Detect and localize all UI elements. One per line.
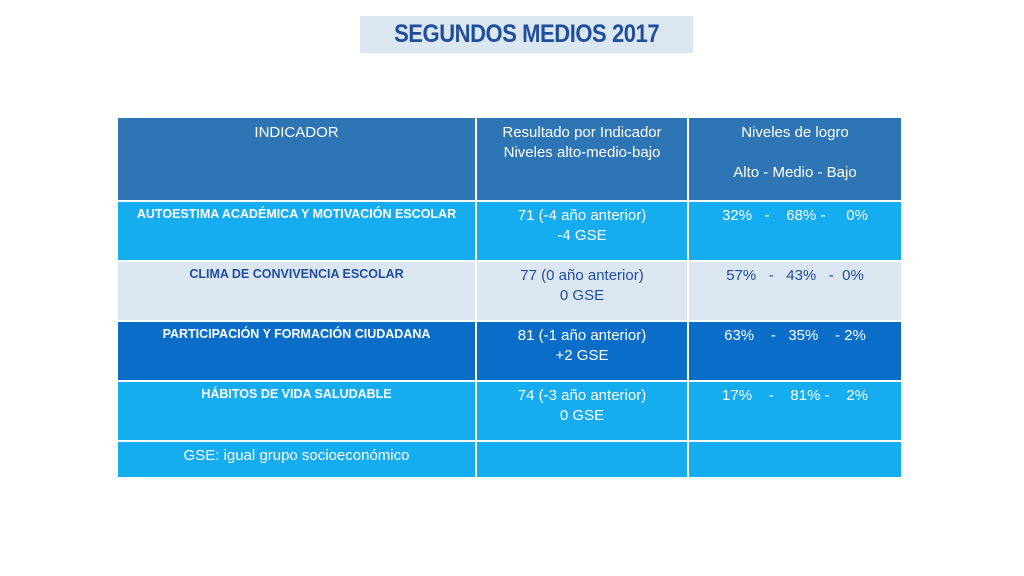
header-resultado: Resultado por Indicador Niveles alto-med… bbox=[475, 116, 689, 202]
table-footnote-row: GSE: igual grupo socioeconómico bbox=[116, 440, 903, 479]
row-resultado: 71 (-4 año anterior) -4 GSE bbox=[475, 200, 689, 262]
header-niveles-line1: Niveles de logro bbox=[741, 124, 849, 141]
row-resultado-line1: 71 (-4 año anterior) bbox=[517, 207, 647, 224]
indicators-table: INDICADOR Resultado por Indicador Nivele… bbox=[116, 116, 903, 479]
header-resultado-line2: Niveles alto-medio-bajo bbox=[503, 144, 661, 161]
row-niveles: 17% - 81% - 2% bbox=[687, 380, 903, 442]
row-niveles: 32% - 68% - 0% bbox=[687, 200, 903, 262]
row-niveles: 63% - 35% - 2% bbox=[687, 320, 903, 382]
row-indicador: PARTICIPACIÓN Y FORMACIÓN CIUDADANA bbox=[116, 320, 477, 382]
table-row: HÁBITOS DE VIDA SALUDABLE 74 (-3 año ant… bbox=[116, 380, 903, 442]
row-niveles: 57% - 43% - 0% bbox=[687, 260, 903, 322]
row-resultado-line2: +2 GSE bbox=[555, 347, 609, 364]
table-row: PARTICIPACIÓN Y FORMACIÓN CIUDADANA 81 (… bbox=[116, 320, 903, 382]
page-title: SEGUNDOS MEDIOS 2017 bbox=[393, 20, 660, 48]
row-resultado: 81 (-1 año anterior) +2 GSE bbox=[475, 320, 689, 382]
title-banner: SEGUNDOS MEDIOS 2017 bbox=[360, 16, 693, 53]
table-row: CLIMA DE CONVIVENCIA ESCOLAR 77 (0 año a… bbox=[116, 260, 903, 322]
footnote-text: GSE: igual grupo socioeconómico bbox=[116, 440, 477, 479]
footnote-empty-cell bbox=[475, 440, 689, 479]
header-niveles: Niveles de logro Alto - Medio - Bajo bbox=[687, 116, 903, 202]
header-resultado-line1: Resultado por Indicador bbox=[502, 124, 662, 141]
row-resultado-line2: 0 GSE bbox=[559, 407, 605, 424]
row-indicador: AUTOESTIMA ACADÉMICA Y MOTIVACIÓN ESCOLA… bbox=[116, 200, 477, 262]
row-resultado: 74 (-3 año anterior) 0 GSE bbox=[475, 380, 689, 442]
row-resultado: 77 (0 año anterior) 0 GSE bbox=[475, 260, 689, 322]
row-resultado-line2: -4 GSE bbox=[557, 227, 607, 244]
row-resultado-line1: 77 (0 año anterior) bbox=[520, 267, 644, 284]
header-niveles-line2: Alto - Medio - Bajo bbox=[733, 164, 857, 181]
table-header-row: INDICADOR Resultado por Indicador Nivele… bbox=[116, 116, 903, 202]
row-indicador: HÁBITOS DE VIDA SALUDABLE bbox=[116, 380, 477, 442]
row-resultado-line1: 81 (-1 año anterior) bbox=[517, 327, 647, 344]
row-resultado-line1: 74 (-3 año anterior) bbox=[517, 387, 647, 404]
row-indicador: CLIMA DE CONVIVENCIA ESCOLAR bbox=[116, 260, 477, 322]
header-indicador: INDICADOR bbox=[116, 116, 477, 202]
header-indicador-label: INDICADOR bbox=[254, 124, 339, 141]
footnote-empty-cell bbox=[687, 440, 903, 479]
table-row: AUTOESTIMA ACADÉMICA Y MOTIVACIÓN ESCOLA… bbox=[116, 200, 903, 262]
row-resultado-line2: 0 GSE bbox=[559, 287, 605, 304]
